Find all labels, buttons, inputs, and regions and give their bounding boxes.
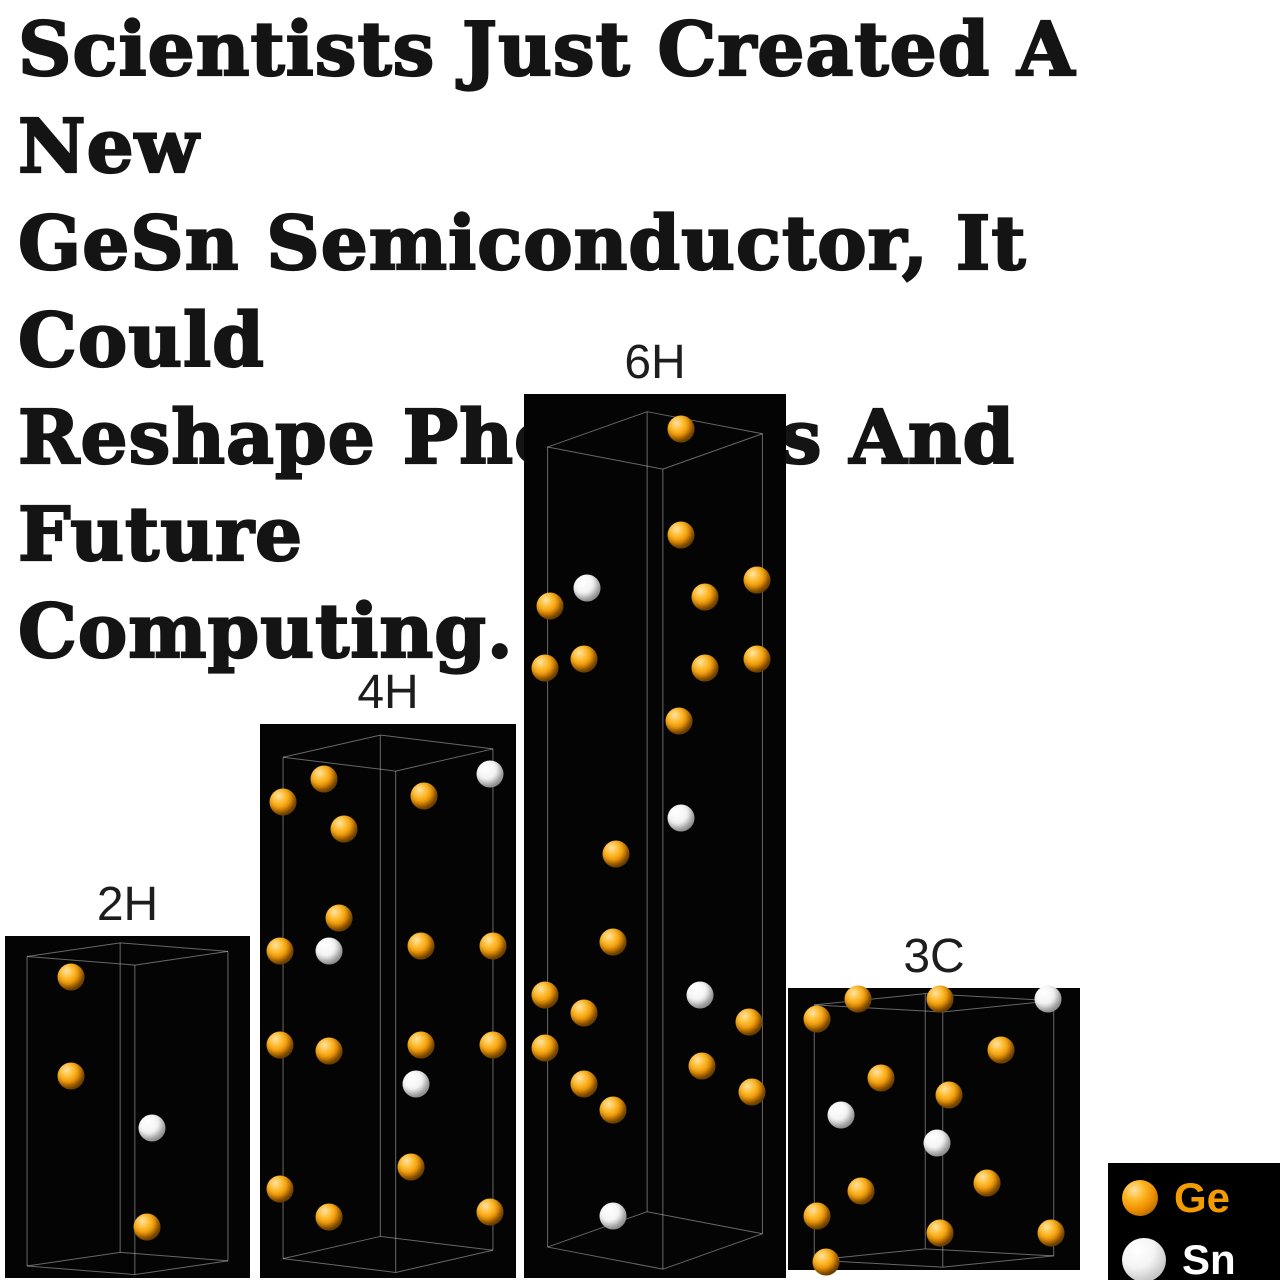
ge-atom [479,1031,507,1059]
ge-atom [407,1031,435,1059]
headline: Scientists Just Created A New GeSn Semic… [17,6,1076,676]
ge-atom [987,1036,1015,1064]
ge-atom [667,415,695,443]
ge-atom [325,904,353,932]
ge-atom [476,1198,504,1226]
ge-atom [812,1248,840,1276]
ge-atom [847,1177,875,1205]
ge-atom [665,707,693,735]
sn-atom [402,1070,430,1098]
unit-cell-6h [524,394,786,1278]
sn-atom [686,981,714,1009]
crystal-panel-2h: 2H [5,872,250,1278]
ge-atom [570,1070,598,1098]
ge-atom [743,566,771,594]
sn-atom [573,574,601,602]
unit-cell-4h [260,724,516,1278]
ge-atom [867,1064,895,1092]
crystal-panel-3c: 3C [788,924,1080,1276]
legend-label-ge: Ge [1174,1174,1231,1221]
unit-cell-wireframe [260,724,516,1278]
ge-atom [410,782,438,810]
ge-atom [926,1219,954,1247]
ge-atom [602,840,630,868]
ge-atom [599,1096,627,1124]
legend: Ge Sn [1108,1163,1280,1280]
ge-atom [935,1081,963,1109]
unit-cell-2h [5,936,250,1278]
panel-label-6h: 6H [624,335,686,389]
ge-atom [266,1031,294,1059]
ge-atom [803,1202,831,1230]
ge-atom [57,1062,85,1090]
ge-atom [570,999,598,1027]
ge-atom [570,645,598,673]
ge-atom [531,1034,559,1062]
ge-atom [688,1052,716,1080]
ge-atom [330,815,358,843]
ge-atom [479,932,507,960]
ge-atom [926,985,954,1013]
crystal-panel-6h: 6H [524,330,786,1278]
ge-atom [973,1169,1001,1197]
ge-atom [315,1203,343,1231]
legend-label-sn: Sn [1182,1236,1236,1280]
ge-atom [691,583,719,611]
legend-row-ge: Ge [1122,1174,1280,1221]
sn-atom [138,1114,166,1142]
crystal-panel-4h: 4H [260,660,516,1278]
legend-row-sn: Sn [1122,1236,1280,1280]
unit-cell-3c [788,985,1080,1276]
sn-atom [1034,985,1062,1013]
sn-atom [315,937,343,965]
ge-atom [315,1037,343,1065]
ge-atom [667,521,695,549]
ge-atom [691,654,719,682]
ge-atom [738,1078,766,1106]
ge-atom [266,1175,294,1203]
panel-label-3c: 3C [903,929,965,983]
panel-label-2h: 2H [96,877,159,931]
sn-atom-icon [1122,1238,1166,1280]
ge-atom [266,937,294,965]
ge-atom [531,981,559,1009]
ge-atom [743,645,771,673]
sn-atom [667,804,695,832]
ge-atom [844,985,872,1013]
panel-label-4h: 4H [357,665,419,719]
ge-atom [531,654,559,682]
ge-atom [407,932,435,960]
ge-atom [57,963,85,991]
ge-atom [310,765,338,793]
ge-atom-icon [1122,1180,1158,1216]
sn-atom [599,1202,627,1230]
ge-atom [397,1153,425,1181]
sn-atom [923,1129,951,1157]
ge-atom [803,1005,831,1033]
unit-cell-wireframe [5,936,250,1278]
ge-atom [269,788,297,816]
ge-atom [599,928,627,956]
ge-atom [133,1213,161,1241]
sn-atom [827,1101,855,1129]
sn-atom [476,760,504,788]
ge-atom [735,1008,763,1036]
ge-atom [1037,1219,1065,1247]
ge-atom [536,592,564,620]
unit-cell-wireframe [524,394,786,1278]
